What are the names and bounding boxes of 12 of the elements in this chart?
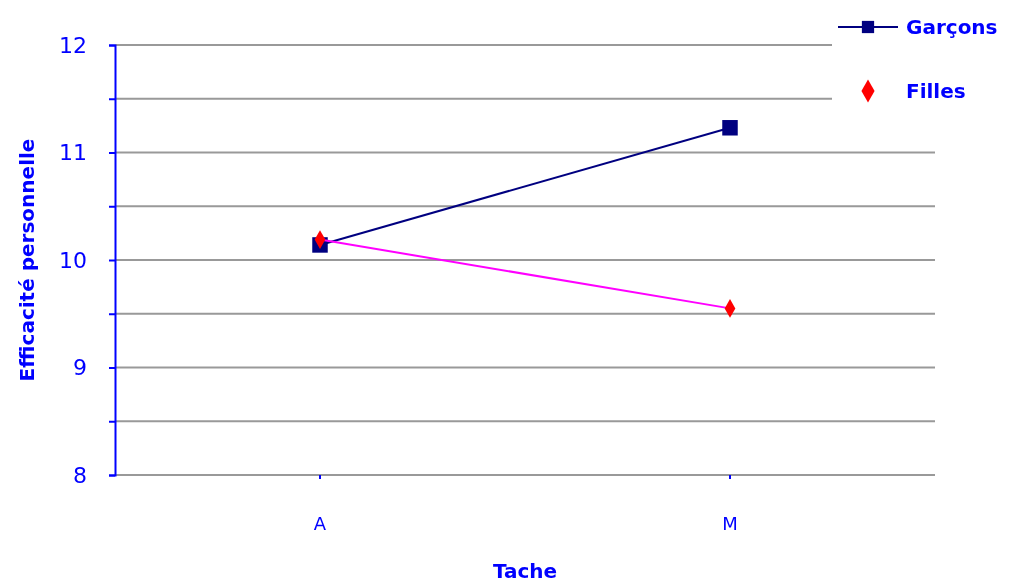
y-axis-title: Efficacité personnelle xyxy=(15,138,39,382)
x-tick-label: A xyxy=(313,512,327,534)
point xyxy=(722,120,738,136)
y-tick-label: 11 xyxy=(59,140,87,166)
y-tick-label: 9 xyxy=(73,355,87,381)
legend-label: Filles xyxy=(906,79,966,103)
x-tick-label: M xyxy=(722,512,738,534)
y-tick-label: 8 xyxy=(73,462,87,488)
x-axis-title: Tache xyxy=(492,559,558,581)
y-tick-label: 12 xyxy=(59,32,87,58)
legend-label: Garçons xyxy=(906,15,998,39)
y-tick-label: 10 xyxy=(59,247,87,273)
